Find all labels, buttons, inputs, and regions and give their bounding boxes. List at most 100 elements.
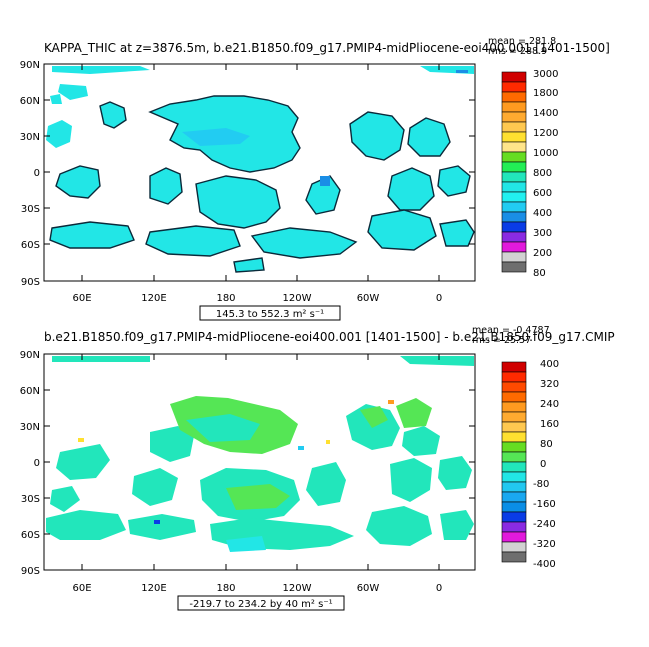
- panel-1-lon-label: 120W: [283, 293, 312, 304]
- panel-1-lat-label: 60N: [20, 96, 40, 107]
- panel-1-colorbar-swatch: [501, 101, 527, 113]
- panel-1-colorbar-swatch: [501, 221, 527, 233]
- panel-2-colorbar-label: -320: [533, 539, 556, 550]
- panel-1-colorbar-swatch: [501, 91, 527, 103]
- panel-1-colorbar-swatch: [501, 181, 527, 193]
- panel-2-lat-label: 60S: [21, 530, 40, 541]
- panel-1-colorbar-label: 1000: [533, 148, 558, 159]
- panel-2-lon-label: 180: [216, 583, 235, 594]
- panel-2-colorbar-label: 320: [540, 379, 559, 390]
- panel-2-colorbar-swatch: [501, 521, 527, 533]
- panel-2-colorbar-label: -160: [533, 499, 556, 510]
- panel-1-colorbar-swatch: [501, 241, 527, 253]
- panel-1-colorbar-swatch: [501, 261, 527, 273]
- panel-2-colorbar-swatch: [501, 491, 527, 503]
- panel-2-colorbar-label: -400: [533, 559, 556, 570]
- panel-2-field: [46, 356, 474, 552]
- panel-2-mean: mean = -0.4787: [472, 325, 550, 336]
- panel-2-colorbar-swatch: [501, 461, 527, 473]
- panel-2-colorbar-label: -240: [533, 519, 556, 530]
- panel-2-x-axis: 60E 120E 180 120W 60W 0: [72, 354, 442, 594]
- panel-1-colorbar-swatch: [501, 131, 527, 143]
- panel-2-colorbar-swatch: [501, 391, 527, 403]
- panel-2-colorbar-swatch: [501, 361, 527, 373]
- panel-2-rms: rms = 25.57: [472, 335, 531, 346]
- panel-1-lat-label: 30S: [21, 204, 40, 215]
- panel-1-colorbar-swatch: [501, 231, 527, 243]
- panel-2-lat-label: 30S: [21, 494, 40, 505]
- panel-2-colorbar-swatch: [501, 471, 527, 483]
- panel-1-lat-label: 90S: [21, 277, 40, 288]
- panel-2-colorbar-swatch: [501, 511, 527, 523]
- panel-1-colorbar-label: 200: [533, 248, 552, 259]
- panel-2-colorbar-swatch: [501, 441, 527, 453]
- panel-2-colorbar-swatch: [501, 531, 527, 543]
- panel-2-colorbar-label: 80: [540, 439, 553, 450]
- panel-1-colorbar-label: 1400: [533, 108, 558, 119]
- panel-2-colorbar-swatch: [501, 481, 527, 493]
- panel-1-colorbar-swatch: [501, 111, 527, 123]
- panel-2-colorbar-label: 160: [540, 419, 559, 430]
- panel-2-range-label: -219.7 to 234.2 by 40 m² s⁻¹: [189, 599, 332, 610]
- panel-2-colorbar-label: 240: [540, 399, 559, 410]
- panel-1-lon-label: 0: [436, 293, 442, 304]
- panel-1-colorbar-label: 1800: [533, 88, 558, 99]
- panel-1-colorbar-swatch: [501, 211, 527, 223]
- panel-1-colorbar-swatch: [501, 81, 527, 93]
- panel-1-mean: mean = 281.8: [488, 36, 556, 47]
- panel-1-lat-label: 0: [34, 168, 40, 179]
- panel-1-colorbar-swatch: [501, 251, 527, 263]
- panel-1-colorbar-swatch: [501, 201, 527, 213]
- panel-1-rms: rms = 288.9: [488, 46, 547, 57]
- panel-2-lat-label: 30N: [20, 422, 40, 433]
- panel-1-lon-label: 120E: [141, 293, 166, 304]
- panel-2-lon-label: 0: [436, 583, 442, 594]
- panel-1-colorbar-label: 600: [533, 188, 552, 199]
- panel-1-colorbar-swatch: [501, 151, 527, 163]
- panel-1-colorbar-labels: 3000 1800 1400 1200 1000 800 600 400 300…: [533, 69, 558, 279]
- panel-1-colorbar-label: 1200: [533, 128, 558, 139]
- panel-1-y-axis: 90N 60N 30N 0 30S 60S 90S: [20, 60, 475, 288]
- panel-1-colorbar-swatch: [501, 121, 527, 133]
- panel-1-x-axis: 60E 120E 180 120W 60W 0: [72, 64, 442, 304]
- panel-1-colorbar-label: 400: [533, 208, 552, 219]
- panel-2-colorbar-swatch: [501, 551, 527, 563]
- panel-2-colorbar: [501, 361, 527, 563]
- panel-1-colorbar-label: 300: [533, 228, 552, 239]
- panel-1-range-box: [199, 305, 341, 321]
- panel-1-field: [46, 66, 475, 273]
- panel-1-colorbar-label: 3000: [533, 69, 558, 80]
- panel-1: KAPPA_THIC at z=3876.5m, b.e21.B1850.f09…: [20, 36, 610, 321]
- panel-2-colorbar-swatch: [501, 451, 527, 463]
- panel-1-colorbar-swatch: [501, 191, 527, 203]
- panel-1-colorbar-swatch: [501, 171, 527, 183]
- panel-1-colorbar: [501, 71, 527, 273]
- panel-2-range-box: [177, 595, 345, 611]
- panel-2-lon-label: 60W: [357, 583, 380, 594]
- panel-1-lon-label: 180: [216, 293, 235, 304]
- panel-2-title: b.e21.B1850.f09_g17.PMIP4-midPliocene-eo…: [44, 330, 615, 344]
- panel-2-lon-label: 60E: [72, 583, 91, 594]
- panel-1-title: KAPPA_THIC at z=3876.5m, b.e21.B1850.f09…: [44, 41, 610, 55]
- panel-1-lon-label: 60W: [357, 293, 380, 304]
- panel-2-lon-label: 120E: [141, 583, 166, 594]
- panel-2-y-axis: 90N 60N 30N 0 30S 60S 90S: [20, 350, 475, 577]
- panel-2-lat-label: 60N: [20, 386, 40, 397]
- panel-1-colorbar-swatch: [501, 161, 527, 173]
- panel-1-lat-label: 60S: [21, 240, 40, 251]
- panel-2-colorbar-label: 0: [540, 459, 546, 470]
- panel-2-colorbar-swatch: [501, 541, 527, 553]
- panel-2-colorbar-swatch: [501, 411, 527, 423]
- panel-2-lat-label: 0: [34, 458, 40, 469]
- panel-2-lon-label: 120W: [283, 583, 312, 594]
- panel-2: b.e21.B1850.f09_g17.PMIP4-midPliocene-eo…: [20, 325, 615, 611]
- panel-1-lat-label: 30N: [20, 132, 40, 143]
- panel-1-colorbar-swatch: [501, 71, 527, 83]
- panel-2-colorbar-label: 400: [540, 359, 559, 370]
- panel-2-colorbar-swatch: [501, 501, 527, 513]
- panel-1-lon-label: 60E: [72, 293, 91, 304]
- panel-2-colorbar-label: -80: [533, 479, 549, 490]
- panel-1-colorbar-swatch: [501, 141, 527, 153]
- panel-1-colorbar-label: 80: [533, 268, 546, 279]
